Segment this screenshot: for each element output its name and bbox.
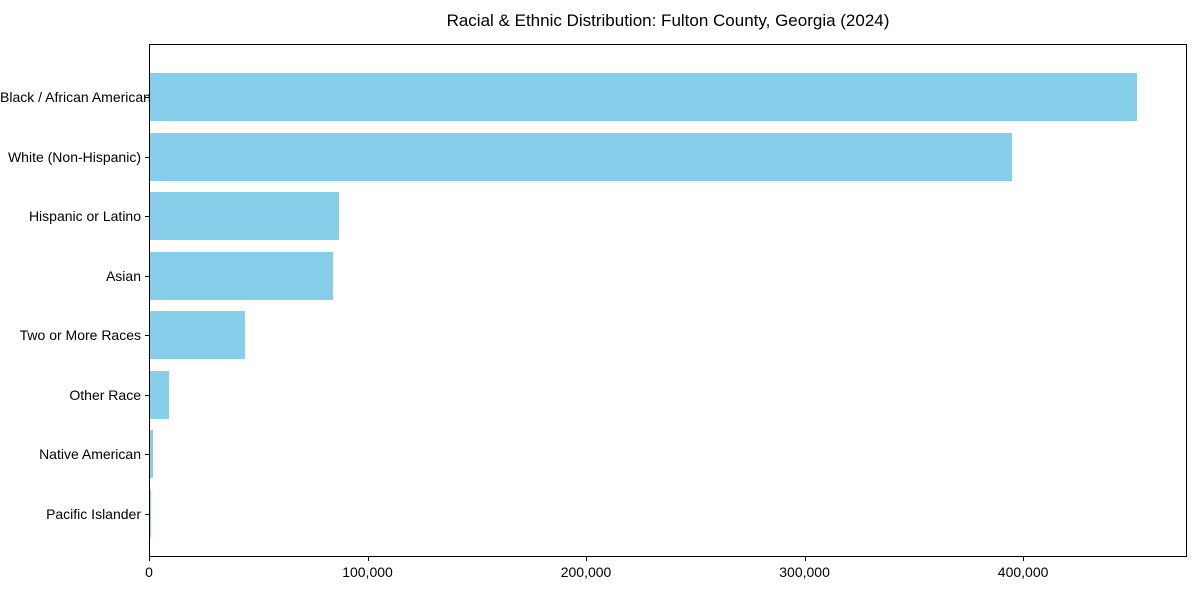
y-tick-mark bbox=[145, 513, 149, 515]
bar-two-or-more-races bbox=[150, 311, 246, 360]
y-axis-label-hispanic-or-latino: Hispanic or Latino bbox=[28, 208, 141, 225]
bar-other-race bbox=[150, 370, 169, 419]
chart-title: Racial & Ethnic Distribution: Fulton Cou… bbox=[446, 11, 890, 30]
y-tick-mark bbox=[145, 156, 149, 158]
y-tick-mark bbox=[145, 394, 149, 396]
bar-white-non-hispanic bbox=[150, 132, 1013, 181]
x-tick-label: 300,000 bbox=[779, 564, 830, 580]
x-tick-mark bbox=[586, 557, 588, 561]
bar-hispanic-or-latino bbox=[150, 192, 340, 241]
y-tick-mark bbox=[145, 216, 149, 218]
bar-native-american bbox=[150, 430, 154, 479]
y-tick-mark bbox=[145, 454, 149, 456]
y-tick-mark bbox=[145, 97, 149, 98]
y-tick-mark bbox=[145, 335, 149, 337]
y-axis-label-asian: Asian bbox=[105, 267, 141, 284]
y-axis-label-white-non-hispanic: White (Non-Hispanic) bbox=[7, 148, 141, 165]
y-axis-label-native-american: Native American bbox=[39, 446, 141, 463]
x-tick-label: 100,000 bbox=[342, 564, 393, 580]
y-tick-mark bbox=[145, 275, 149, 277]
x-tick-mark bbox=[149, 557, 150, 561]
bar-black-african-american bbox=[150, 73, 1137, 121]
y-axis-label-two-or-more-races: Two or More Races bbox=[19, 327, 141, 344]
x-tick-mark bbox=[367, 557, 369, 561]
x-tick-mark bbox=[804, 557, 806, 561]
plot-area bbox=[149, 44, 1187, 557]
y-axis-label-pacific-islander: Pacific Islander bbox=[46, 505, 141, 522]
x-tick-label: 0 bbox=[145, 564, 153, 580]
x-tick-mark bbox=[1023, 557, 1025, 561]
x-tick-label: 200,000 bbox=[560, 564, 612, 580]
x-tick-label: 400,000 bbox=[997, 564, 1049, 580]
y-axis-label-black-african-american: Black / African American bbox=[0, 89, 151, 105]
y-axis-label-other-race: Other Race bbox=[69, 386, 141, 403]
bar-asian bbox=[150, 251, 333, 300]
